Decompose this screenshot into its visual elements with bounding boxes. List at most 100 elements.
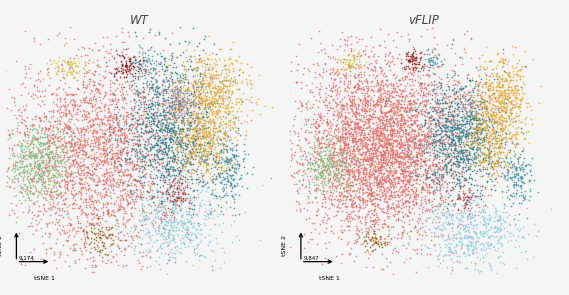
Point	[498, 121, 507, 126]
Point	[394, 101, 403, 106]
Point	[329, 140, 339, 145]
Point	[139, 173, 148, 178]
Point	[320, 241, 329, 245]
Point	[77, 176, 86, 181]
Point	[208, 94, 217, 99]
Point	[2, 179, 11, 184]
Point	[211, 196, 220, 200]
Point	[130, 197, 139, 202]
Point	[470, 116, 479, 120]
Point	[224, 78, 233, 83]
Point	[316, 95, 325, 99]
Point	[369, 193, 378, 198]
Point	[354, 213, 363, 218]
Point	[321, 142, 330, 146]
Point	[134, 91, 143, 95]
Point	[178, 104, 187, 109]
Point	[427, 97, 436, 102]
Point	[195, 161, 204, 166]
Point	[51, 174, 60, 179]
Point	[66, 117, 75, 121]
Point	[395, 154, 405, 158]
Point	[162, 143, 171, 148]
Point	[516, 126, 525, 131]
Point	[188, 200, 197, 204]
Point	[15, 153, 24, 158]
Point	[188, 135, 197, 139]
Point	[201, 223, 210, 228]
Point	[123, 193, 133, 197]
Point	[483, 87, 492, 92]
Point	[99, 177, 108, 182]
Point	[69, 226, 79, 230]
Point	[190, 125, 199, 130]
Point	[469, 140, 478, 145]
Point	[222, 133, 232, 138]
Point	[432, 121, 441, 125]
Point	[359, 199, 368, 204]
Point	[232, 97, 241, 101]
Point	[163, 178, 172, 183]
Point	[364, 131, 373, 135]
Point	[492, 226, 501, 231]
Point	[435, 81, 444, 86]
Point	[65, 125, 75, 130]
Point	[382, 119, 391, 124]
Point	[444, 135, 453, 139]
Point	[48, 140, 57, 144]
Point	[499, 125, 508, 130]
Point	[137, 62, 146, 66]
Point	[364, 193, 373, 198]
Point	[340, 59, 349, 64]
Point	[159, 55, 168, 60]
Point	[115, 106, 124, 111]
Point	[397, 150, 406, 155]
Point	[435, 203, 444, 207]
Point	[176, 138, 185, 142]
Point	[468, 248, 477, 252]
Point	[237, 78, 246, 83]
Point	[158, 192, 167, 197]
Point	[147, 103, 156, 108]
Point	[141, 66, 150, 71]
Point	[238, 90, 247, 95]
Point	[446, 130, 455, 135]
Point	[198, 76, 207, 80]
Point	[363, 235, 372, 239]
Point	[492, 135, 501, 140]
Point	[354, 205, 364, 210]
Point	[500, 95, 509, 100]
Point	[187, 147, 196, 151]
Point	[431, 110, 440, 115]
Point	[28, 92, 38, 96]
Point	[463, 166, 472, 171]
Point	[138, 89, 147, 94]
Point	[407, 132, 416, 136]
Point	[305, 189, 314, 193]
Point	[234, 127, 243, 132]
Point	[225, 63, 234, 67]
Point	[62, 124, 71, 128]
Point	[147, 157, 156, 161]
Point	[322, 127, 331, 132]
Point	[106, 130, 115, 135]
Point	[93, 222, 102, 226]
Point	[390, 184, 399, 189]
Point	[306, 155, 315, 160]
Point	[162, 124, 171, 129]
Point	[352, 82, 361, 87]
Point	[409, 51, 418, 55]
Point	[398, 128, 407, 132]
Point	[462, 116, 471, 120]
Point	[37, 225, 46, 230]
Point	[446, 119, 455, 123]
Point	[494, 135, 504, 140]
Point	[361, 136, 370, 141]
Point	[472, 144, 481, 149]
Point	[338, 60, 347, 65]
Point	[162, 65, 171, 70]
Point	[407, 54, 416, 58]
Point	[26, 155, 35, 160]
Point	[122, 67, 131, 72]
Point	[145, 101, 154, 106]
